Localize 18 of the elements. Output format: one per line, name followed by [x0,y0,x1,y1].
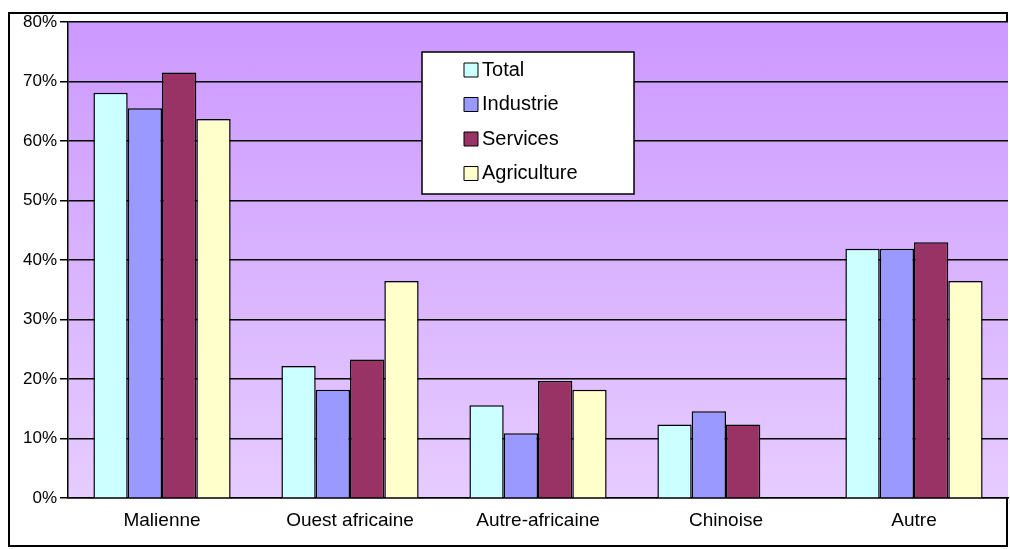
x-tick-label: Malienne [123,508,201,530]
y-tick-label: 50% [22,190,58,210]
x-tick-label: Autre [891,508,937,530]
x-tick-label: Ouest africaine [286,508,414,530]
y-tick-label: 20% [22,368,58,388]
legend-label: Services [482,126,559,149]
y-tick-label: 60% [22,130,58,150]
x-tick-label: Autre-africaine [476,508,600,530]
legend-label: Industrie [482,92,559,115]
x-tick-label: Chinoise [689,508,763,530]
y-tick-label: 40% [22,249,58,269]
legend-label: Total [482,57,525,80]
y-tick-label: 80% [22,11,58,31]
y-tick-label: 30% [22,309,58,329]
y-tick-label: 10% [22,428,58,448]
y-tick-label: 70% [22,71,58,91]
legend-label: Agriculture [482,161,578,184]
y-tick-label: 0% [32,487,58,507]
